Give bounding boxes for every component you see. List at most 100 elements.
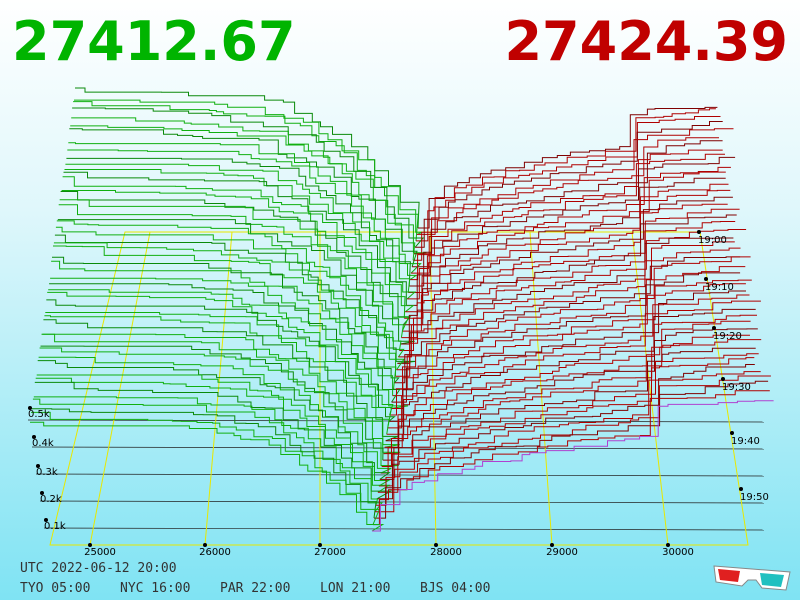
bid-depth-line bbox=[40, 345, 384, 461]
bid-depth-line bbox=[41, 333, 401, 455]
ask-depth-line bbox=[382, 328, 758, 461]
utc-time: UTC 2022-06-12 20:00 bbox=[20, 561, 177, 576]
depth-tick bbox=[40, 491, 44, 495]
bid-depth-line bbox=[50, 277, 394, 396]
time-label: 19:00 bbox=[698, 235, 727, 246]
ask-depth-line bbox=[399, 221, 736, 351]
bid-depth-line bbox=[43, 319, 399, 442]
bid-depth-line bbox=[61, 190, 406, 319]
ask-depth-line bbox=[408, 166, 731, 293]
ask-depth-line bbox=[397, 237, 734, 364]
bid-depth-line bbox=[54, 234, 416, 364]
depth-label: 0.1k bbox=[44, 521, 66, 532]
bid-depth-line bbox=[42, 333, 400, 448]
bid-depth-line bbox=[48, 289, 409, 409]
bid-depth-line bbox=[31, 408, 377, 519]
ask-depth-line bbox=[412, 140, 723, 268]
price-tick bbox=[88, 543, 92, 547]
ask-depth-line bbox=[386, 300, 761, 435]
bid-depth-line bbox=[59, 199, 410, 332]
3d-glasses[interactable] bbox=[713, 565, 791, 591]
ask-depth-line bbox=[392, 266, 746, 397]
depth-grid-line bbox=[43, 527, 765, 531]
bid-depth-line bbox=[70, 125, 416, 261]
ask-depth-line bbox=[390, 279, 752, 409]
ask-depth-line bbox=[407, 171, 726, 300]
bid-depth-line bbox=[72, 107, 425, 248]
price-label: 28000 bbox=[430, 547, 462, 558]
price-label: 26000 bbox=[199, 547, 231, 558]
bid-depth-line bbox=[53, 242, 405, 371]
bid-depth-line bbox=[37, 360, 391, 480]
zone-time: BJS 04:00 bbox=[420, 581, 490, 596]
zone-time: TYO 05:00 bbox=[20, 581, 90, 596]
bid-depth-line bbox=[66, 157, 411, 287]
ask-depth-line bbox=[387, 294, 750, 429]
ask-depth-line bbox=[394, 256, 741, 384]
time-tick bbox=[712, 326, 716, 330]
bid-depth-line bbox=[62, 176, 415, 313]
depth-grid-line bbox=[39, 500, 765, 504]
ask-price: 27424.39 bbox=[504, 10, 788, 73]
ask-depth-line bbox=[374, 375, 771, 513]
ask-depth-line bbox=[391, 272, 741, 403]
bid-depth-line bbox=[35, 377, 391, 493]
bid-depth-line bbox=[31, 411, 381, 525]
ask-depth-line bbox=[410, 153, 725, 281]
ask-depth-line bbox=[376, 364, 755, 500]
ask-depth-line bbox=[384, 314, 757, 448]
bid-depth-line bbox=[46, 299, 396, 422]
ask-depth-line bbox=[393, 256, 751, 390]
bid-depth-line bbox=[64, 169, 417, 300]
bid-depth-line bbox=[58, 204, 404, 338]
ask-depth-line bbox=[417, 108, 716, 235]
ask-depth-line bbox=[415, 121, 723, 248]
ask-depth-line bbox=[385, 308, 756, 442]
time-tick bbox=[704, 277, 708, 281]
time-tick bbox=[697, 230, 701, 234]
depth-tick bbox=[28, 406, 32, 410]
price-tick bbox=[203, 543, 207, 547]
bid-depth-line bbox=[73, 101, 419, 241]
time-label: 19:50 bbox=[740, 492, 769, 503]
zone-time: PAR 22:00 bbox=[220, 581, 290, 596]
time-tick bbox=[721, 377, 725, 381]
ask-depth-line bbox=[395, 247, 741, 377]
bid-depth-line bbox=[53, 245, 397, 377]
price-grid-line bbox=[529, 231, 553, 546]
ask-depth-line bbox=[380, 339, 762, 474]
depth-tick bbox=[32, 435, 36, 439]
depth-label: 0.2k bbox=[40, 494, 62, 505]
bid-depth-line bbox=[49, 283, 401, 403]
bid-depth-line bbox=[74, 99, 423, 235]
price-label: 30000 bbox=[662, 547, 694, 558]
bid-depth-line bbox=[51, 260, 397, 390]
zone-time: NYC 16:00 bbox=[120, 581, 190, 596]
ask-depth-line bbox=[413, 137, 719, 261]
bid-depth-line bbox=[36, 374, 391, 487]
depth-label: 0.5k bbox=[28, 409, 50, 420]
ask-depth-line bbox=[373, 390, 770, 526]
price-tick bbox=[550, 543, 554, 547]
ask-depth-line bbox=[389, 283, 746, 416]
zone-time: LON 21:00 bbox=[320, 581, 390, 596]
ask-depth-line bbox=[388, 290, 746, 422]
ask-depth-line bbox=[374, 380, 769, 519]
ask-depth-line bbox=[403, 196, 733, 326]
time-tick bbox=[739, 487, 743, 491]
time-label: 19:40 bbox=[731, 436, 760, 447]
time-label: 19:30 bbox=[722, 382, 751, 393]
ask-depth-line bbox=[379, 347, 756, 480]
price-tick bbox=[318, 543, 322, 547]
price-grid-line bbox=[631, 231, 669, 546]
ask-depth-line bbox=[377, 357, 755, 493]
bid-depth-line bbox=[47, 291, 394, 416]
bid-depth-line bbox=[57, 219, 415, 345]
bid-depth-line bbox=[68, 142, 422, 274]
ask-depth-line bbox=[372, 400, 774, 532]
depth-label: 0.4k bbox=[32, 438, 54, 449]
bid-depth-line bbox=[56, 220, 402, 351]
bid-depth-line bbox=[69, 128, 418, 267]
